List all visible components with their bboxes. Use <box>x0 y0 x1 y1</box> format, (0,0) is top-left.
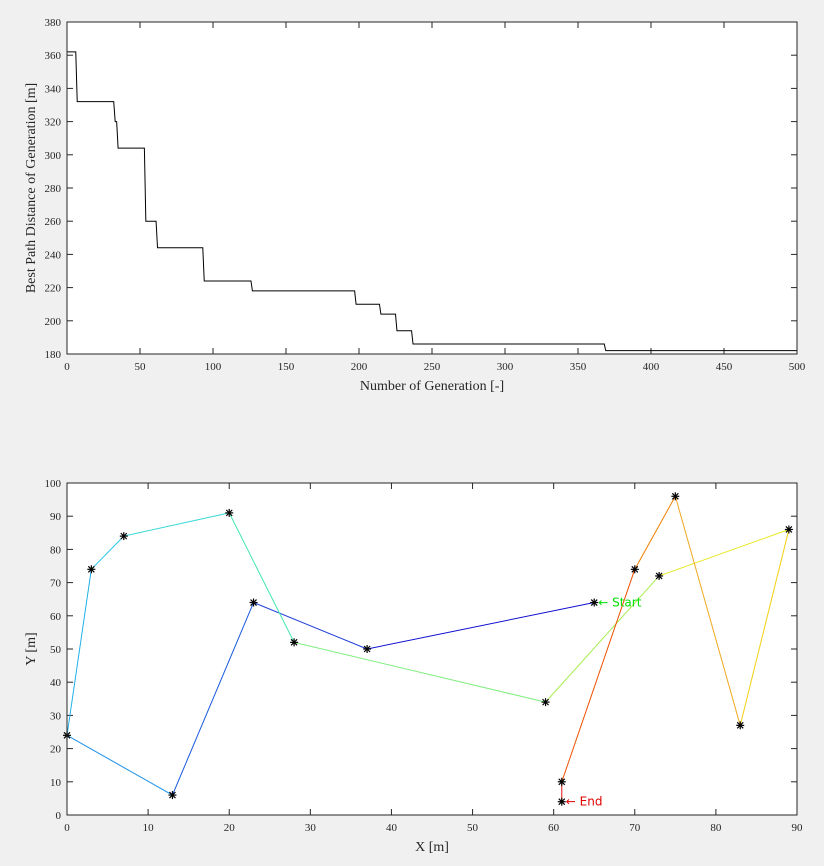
path-ytick-label: 90 <box>50 511 62 523</box>
convergence-ytick-label: 340 <box>45 83 62 95</box>
city-marker <box>249 598 258 607</box>
path-ytick-label: 40 <box>50 677 62 689</box>
path-data: ← Start ← End <box>63 492 793 809</box>
path-ylabel: Y [m] <box>24 632 39 665</box>
path-segment <box>658 529 790 577</box>
city-marker <box>119 532 128 541</box>
path-axes: 0 10 20 30 40 50 60 70 80 90 0 10 20 30 40 50 60 70 80 90 10… <box>24 478 803 855</box>
city-marker <box>290 638 299 647</box>
convergence-xtick-label: 500 <box>789 361 806 373</box>
path-ytick-label: 50 <box>50 644 62 656</box>
city-marker <box>784 525 793 534</box>
convergence-xtick-label: 300 <box>497 361 514 373</box>
convergence-xtick-label: 100 <box>205 361 222 373</box>
path-ytick-label: 10 <box>50 777 62 789</box>
path-segment <box>66 569 92 736</box>
path-ytick-label: 70 <box>50 578 62 590</box>
convergence-ytick-label: 260 <box>45 216 62 228</box>
city-marker <box>736 721 745 730</box>
convergence-axes-box <box>66 21 798 355</box>
convergence-xtick-label: 400 <box>643 361 660 373</box>
city-marker <box>363 645 372 653</box>
path-segment <box>228 512 295 643</box>
convergence-data <box>67 51 797 352</box>
path-xtick-label: 0 <box>64 822 70 834</box>
convergence-ytick-label: 300 <box>45 150 62 162</box>
path-xtick-label: 40 <box>386 822 398 834</box>
path-xlabel: X [m] <box>415 840 449 855</box>
path-segment <box>367 602 595 650</box>
convergence-ytick-label: 200 <box>45 316 62 328</box>
path-xtick-label: 90 <box>792 822 804 834</box>
convergence-ytick-label: 240 <box>45 249 62 261</box>
path-segment <box>171 602 255 796</box>
convergence-ytick-label: 320 <box>45 117 62 129</box>
path-xtick-label: 10 <box>143 822 155 834</box>
path-segment <box>545 575 660 703</box>
path-ytick-label: 100 <box>45 478 62 490</box>
city-marker <box>630 565 639 574</box>
path-plot-area <box>67 483 797 815</box>
end-label: ← End <box>566 795 603 809</box>
convergence-ytick-label: 180 <box>45 349 62 361</box>
path-xtick-label: 50 <box>467 822 479 834</box>
path-segment <box>634 496 676 570</box>
convergence-ytick-label: 220 <box>45 283 62 295</box>
path-xtick-label: 60 <box>548 822 560 834</box>
path-ytick-label: 30 <box>50 710 62 722</box>
path-ticks: 0 10 20 30 40 50 60 70 80 90 0 10 20 30 40 50 60 70 80 90 10… <box>45 478 804 834</box>
convergence-xtick-label: 0 <box>64 361 70 373</box>
path-ytick-label: 60 <box>50 611 62 623</box>
convergence-plot-area <box>67 22 797 354</box>
convergence-xlabel: Number of Generation [-] <box>360 379 504 394</box>
path-segment <box>123 512 230 537</box>
path-segment <box>66 734 173 796</box>
path-segment <box>293 641 546 703</box>
convergence-xtick-label: 200 <box>351 361 368 373</box>
convergence-ytick-label: 280 <box>45 183 62 195</box>
path-segment <box>561 569 636 782</box>
city-marker <box>168 791 177 800</box>
path-segment <box>253 602 368 650</box>
convergence-ylabel: Best Path Distance of Generation [m] <box>24 83 39 293</box>
convergence-axes: 0 50 100 150 200 250 300 350 400 450 500 180 200 220 2… <box>24 17 806 394</box>
city-marker <box>590 598 599 607</box>
convergence-ytick-label: 380 <box>45 17 62 29</box>
path-xtick-label: 70 <box>629 822 641 834</box>
convergence-ytick-label: 360 <box>45 50 62 62</box>
best-distance-line <box>67 51 797 352</box>
path-ytick-label: 20 <box>50 744 62 756</box>
convergence-xtick-label: 50 <box>135 361 147 373</box>
city-marker <box>557 797 566 806</box>
city-marker <box>225 508 234 517</box>
path-axes-box <box>66 482 798 816</box>
city-marker <box>655 571 664 580</box>
convergence-ticks: 0 50 100 150 200 250 300 350 400 450 500 180 200 220 2… <box>45 17 806 373</box>
path-segment <box>674 496 741 726</box>
path-ytick-label: 80 <box>50 544 62 556</box>
city-marker <box>671 492 680 501</box>
convergence-xtick-label: 150 <box>278 361 295 373</box>
convergence-xtick-label: 350 <box>570 361 587 373</box>
path-ytick-label: 0 <box>56 810 62 822</box>
city-marker <box>541 698 550 707</box>
path-segment <box>90 535 125 570</box>
start-label: ← Start <box>598 596 641 610</box>
path-xtick-label: 80 <box>710 822 722 834</box>
path-xtick-label: 30 <box>305 822 317 834</box>
city-marker <box>87 565 96 574</box>
path-xtick-label: 20 <box>224 822 236 834</box>
convergence-xtick-label: 450 <box>716 361 733 373</box>
convergence-xtick-label: 250 <box>424 361 441 373</box>
path-segment <box>739 529 790 726</box>
city-marker <box>557 777 566 786</box>
